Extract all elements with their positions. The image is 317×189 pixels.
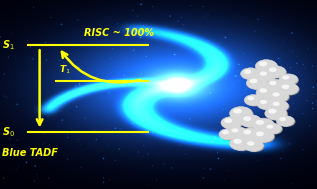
Circle shape: [230, 107, 252, 120]
Circle shape: [279, 74, 298, 85]
Circle shape: [233, 108, 242, 114]
Circle shape: [242, 69, 262, 80]
Text: S$_0$: S$_0$: [2, 125, 15, 139]
Circle shape: [256, 87, 276, 99]
Circle shape: [278, 116, 295, 127]
Circle shape: [241, 129, 262, 141]
Circle shape: [244, 69, 251, 74]
Circle shape: [230, 137, 252, 150]
Circle shape: [252, 118, 274, 131]
Circle shape: [219, 129, 237, 140]
Circle shape: [269, 67, 277, 72]
Circle shape: [222, 130, 229, 134]
Text: Blue TADF: Blue TADF: [2, 148, 57, 158]
Circle shape: [282, 75, 289, 80]
Circle shape: [266, 79, 285, 91]
Circle shape: [271, 101, 290, 112]
Circle shape: [258, 71, 277, 82]
Circle shape: [273, 102, 280, 106]
Circle shape: [269, 81, 276, 85]
Circle shape: [256, 60, 277, 73]
Circle shape: [229, 127, 247, 138]
Circle shape: [259, 88, 267, 93]
Circle shape: [243, 116, 251, 121]
Circle shape: [231, 128, 238, 132]
Circle shape: [253, 119, 275, 132]
Circle shape: [267, 125, 273, 129]
Circle shape: [280, 84, 300, 95]
Circle shape: [266, 66, 286, 78]
Circle shape: [267, 67, 287, 79]
Circle shape: [268, 109, 277, 114]
Circle shape: [240, 115, 261, 127]
Circle shape: [257, 98, 275, 109]
Circle shape: [268, 80, 287, 91]
Text: RISC ~ 100%: RISC ~ 100%: [84, 28, 154, 38]
Circle shape: [230, 128, 248, 139]
Circle shape: [269, 91, 288, 102]
Circle shape: [264, 123, 281, 134]
Circle shape: [254, 130, 275, 143]
Circle shape: [243, 130, 251, 134]
Circle shape: [272, 92, 280, 97]
Circle shape: [241, 115, 262, 128]
Circle shape: [241, 68, 260, 80]
Circle shape: [233, 139, 242, 144]
Circle shape: [245, 140, 265, 152]
Circle shape: [282, 84, 289, 89]
Circle shape: [257, 60, 278, 73]
Circle shape: [252, 130, 274, 143]
Circle shape: [265, 124, 283, 135]
Circle shape: [244, 140, 263, 151]
Circle shape: [244, 95, 263, 106]
Circle shape: [231, 138, 254, 151]
Circle shape: [279, 83, 298, 95]
Circle shape: [259, 61, 267, 66]
Circle shape: [221, 117, 242, 129]
Circle shape: [222, 117, 243, 130]
Circle shape: [247, 141, 254, 146]
Circle shape: [257, 87, 278, 99]
Circle shape: [269, 100, 288, 112]
Circle shape: [246, 95, 264, 106]
Circle shape: [246, 77, 267, 89]
Circle shape: [248, 78, 268, 90]
Circle shape: [260, 100, 267, 104]
Circle shape: [220, 129, 239, 140]
Circle shape: [276, 116, 294, 126]
Circle shape: [271, 91, 290, 103]
Circle shape: [231, 107, 254, 121]
Text: S$_1$: S$_1$: [2, 38, 14, 52]
Circle shape: [266, 108, 288, 121]
Circle shape: [256, 120, 264, 125]
Circle shape: [257, 70, 276, 81]
Circle shape: [279, 117, 286, 121]
Text: T$_1$: T$_1$: [59, 63, 70, 76]
Circle shape: [256, 131, 264, 136]
Circle shape: [247, 96, 254, 100]
Circle shape: [258, 99, 277, 110]
Circle shape: [224, 118, 232, 123]
Circle shape: [260, 71, 267, 76]
Circle shape: [281, 75, 299, 86]
Circle shape: [240, 128, 261, 140]
Circle shape: [250, 79, 258, 83]
Circle shape: [265, 107, 287, 120]
